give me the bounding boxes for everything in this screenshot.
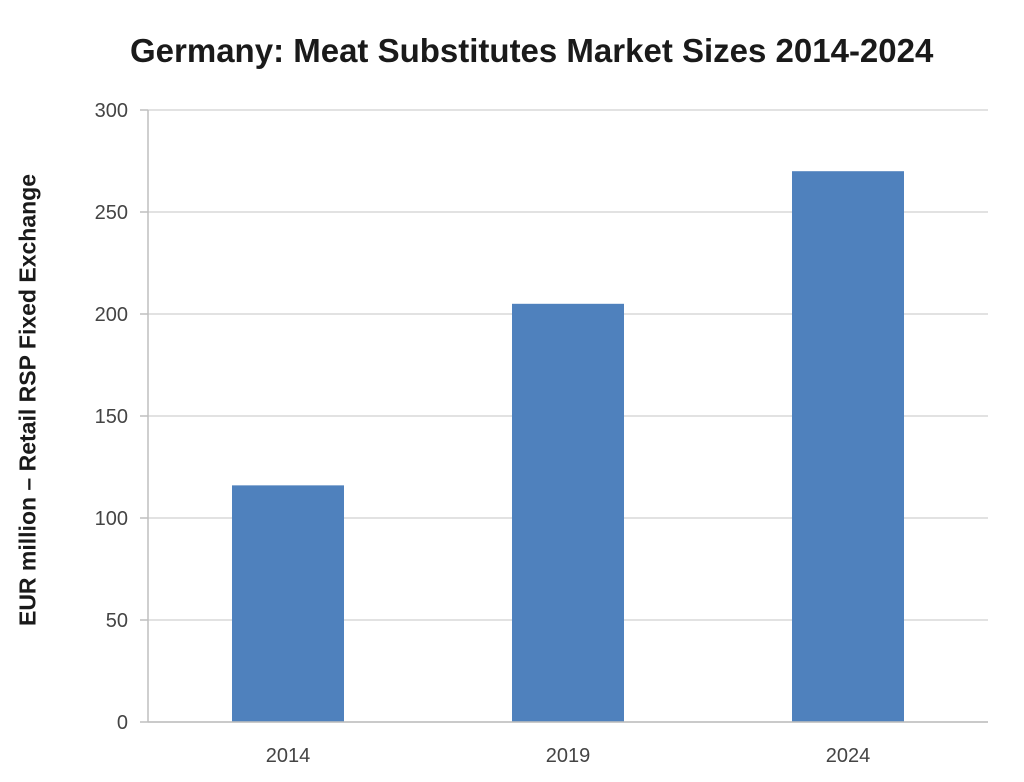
x-axis-ticks: 2014 2019 2024 (266, 745, 871, 767)
x-tick-label: 2024 (826, 745, 871, 767)
x-tick-label: 2019 (546, 745, 591, 767)
y-tick-label: 50 (106, 610, 128, 632)
bar-2014 (232, 485, 344, 722)
y-tick-label: 300 (95, 100, 128, 122)
chart-title: Germany: Meat Substitutes Market Sizes 2… (130, 32, 934, 69)
x-tick-label: 2014 (266, 745, 311, 767)
y-tick-label: 200 (95, 304, 128, 326)
y-tick-label: 250 (95, 202, 128, 224)
bar-2019 (512, 303, 624, 722)
y-axis-ticks: 0 50 100 150 200 250 300 (95, 100, 148, 734)
y-tick-label: 150 (95, 406, 128, 428)
bar-2024 (792, 171, 904, 722)
y-tick-label: 100 (95, 508, 128, 530)
bars (232, 171, 904, 722)
axes (147, 110, 988, 723)
y-tick-label: 0 (117, 712, 128, 734)
